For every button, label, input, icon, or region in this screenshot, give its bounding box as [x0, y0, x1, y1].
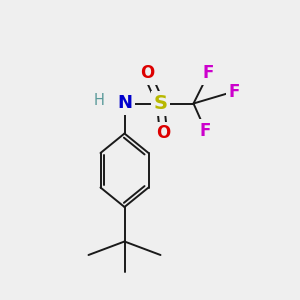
Text: F: F	[200, 122, 211, 140]
Text: H: H	[94, 93, 104, 108]
Text: O: O	[156, 124, 171, 142]
Text: N: N	[117, 94, 132, 112]
Text: O: O	[140, 64, 154, 82]
Text: F: F	[228, 82, 240, 100]
Text: S: S	[154, 94, 167, 113]
Text: F: F	[203, 64, 214, 82]
